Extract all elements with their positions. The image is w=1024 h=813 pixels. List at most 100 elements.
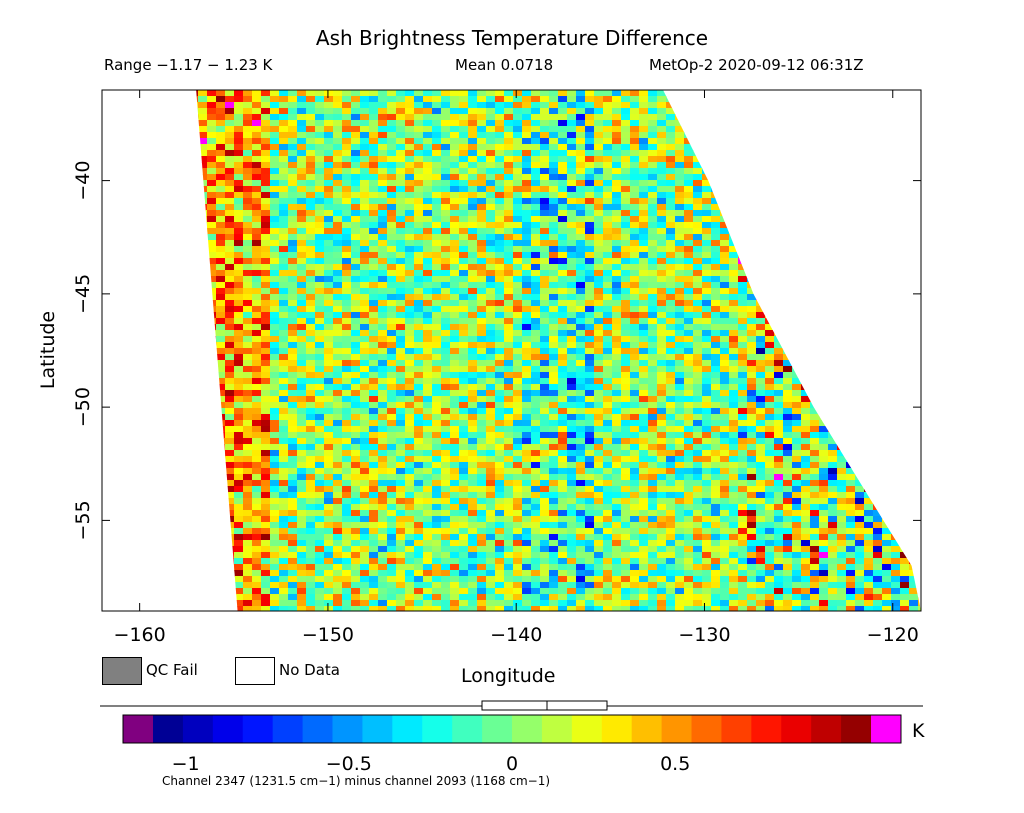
heatmap-cell xyxy=(459,264,469,271)
heatmap-cell xyxy=(747,264,757,271)
heatmap-cell xyxy=(342,132,352,139)
heatmap-cell xyxy=(549,222,559,229)
heatmap-cell xyxy=(405,264,415,271)
heatmap-cell xyxy=(801,402,811,409)
heatmap-cell xyxy=(369,90,379,97)
heatmap-cell xyxy=(513,162,523,169)
heatmap-cell xyxy=(882,186,892,193)
heatmap-cell xyxy=(873,300,883,307)
heatmap-cell xyxy=(414,258,424,265)
heatmap-cell xyxy=(423,246,433,253)
heatmap-cell xyxy=(720,360,730,367)
heatmap-cell xyxy=(198,396,208,403)
heatmap-cell xyxy=(342,294,352,301)
heatmap-cell xyxy=(315,342,325,349)
heatmap-cell xyxy=(666,180,676,187)
heatmap-cell xyxy=(855,360,865,367)
heatmap-cell xyxy=(252,162,262,169)
heatmap-cell xyxy=(711,150,721,157)
heatmap-cell xyxy=(801,348,811,355)
heatmap-cell xyxy=(882,108,892,115)
heatmap-cell xyxy=(846,156,856,163)
heatmap-cell xyxy=(756,246,766,253)
heatmap-cell xyxy=(810,114,820,121)
heatmap-cell xyxy=(882,330,892,337)
heatmap-cell xyxy=(261,360,271,367)
heatmap-cell xyxy=(909,348,919,355)
heatmap-cell xyxy=(639,342,649,349)
heatmap-cell xyxy=(828,438,838,445)
heatmap-cell xyxy=(891,396,901,403)
heatmap-cell xyxy=(576,240,586,247)
heatmap-cell xyxy=(747,384,757,391)
heatmap-cell xyxy=(270,138,280,145)
heatmap-cell xyxy=(576,96,586,103)
heatmap-cell xyxy=(459,246,469,253)
heatmap-cell xyxy=(459,180,469,187)
heatmap-cell xyxy=(252,258,262,265)
heatmap-cell xyxy=(369,246,379,253)
heatmap-cell xyxy=(828,408,838,415)
heatmap-cell xyxy=(603,366,613,373)
heatmap-cell xyxy=(810,150,820,157)
heatmap-cell xyxy=(207,366,217,373)
heatmap-cell xyxy=(801,150,811,157)
heatmap-cell xyxy=(792,306,802,313)
heatmap-cell xyxy=(360,96,370,103)
heatmap-cell xyxy=(531,288,541,295)
heatmap-cell xyxy=(630,348,640,355)
heatmap-cell xyxy=(468,270,478,277)
heatmap-cell xyxy=(855,138,865,145)
heatmap-cell xyxy=(405,402,415,409)
heatmap-cell xyxy=(567,396,577,403)
heatmap-cell xyxy=(378,366,388,373)
heatmap-cell xyxy=(630,228,640,235)
heatmap-cell xyxy=(351,240,361,247)
heatmap-cell xyxy=(288,264,298,271)
heatmap-cell xyxy=(747,444,757,451)
heatmap-cell xyxy=(270,438,280,445)
heatmap-cell xyxy=(369,432,379,439)
heatmap-cell xyxy=(432,90,442,97)
heatmap-cell xyxy=(684,216,694,223)
heatmap-cell xyxy=(198,192,208,199)
heatmap-cell xyxy=(324,420,334,427)
heatmap-cell xyxy=(315,390,325,397)
heatmap-cell xyxy=(909,438,919,445)
heatmap-cell xyxy=(333,384,343,391)
heatmap-cell xyxy=(270,300,280,307)
heatmap-cell xyxy=(738,390,748,397)
heatmap-cell xyxy=(702,300,712,307)
heatmap-cell xyxy=(801,396,811,403)
heatmap-cell xyxy=(891,288,901,295)
heatmap-cell xyxy=(531,414,541,421)
heatmap-cell xyxy=(882,312,892,319)
heatmap-cell xyxy=(540,132,550,139)
heatmap-cell xyxy=(360,288,370,295)
heatmap-cell xyxy=(873,402,883,409)
heatmap-cell xyxy=(297,198,307,205)
heatmap-cell xyxy=(369,108,379,115)
heatmap-cell xyxy=(585,108,595,115)
heatmap-cell xyxy=(846,192,856,199)
heatmap-cell xyxy=(684,156,694,163)
heatmap-cell xyxy=(918,126,921,133)
heatmap-cell xyxy=(252,306,262,313)
heatmap-cell xyxy=(909,390,919,397)
heatmap-cell xyxy=(720,384,730,391)
heatmap-cell xyxy=(585,114,595,121)
heatmap-cell xyxy=(711,312,721,319)
heatmap-cell xyxy=(774,282,784,289)
heatmap-cell xyxy=(630,408,640,415)
heatmap-cell xyxy=(693,306,703,313)
heatmap-cell xyxy=(279,324,289,331)
heatmap-cell xyxy=(630,138,640,145)
heatmap-cell xyxy=(279,168,289,175)
heatmap-cell xyxy=(594,102,604,109)
heatmap-cell xyxy=(432,138,442,145)
heatmap-cell xyxy=(756,150,766,157)
heatmap-cell xyxy=(900,300,910,307)
heatmap-cell xyxy=(324,390,334,397)
heatmap-cell xyxy=(774,294,784,301)
heatmap-cell xyxy=(225,204,235,211)
